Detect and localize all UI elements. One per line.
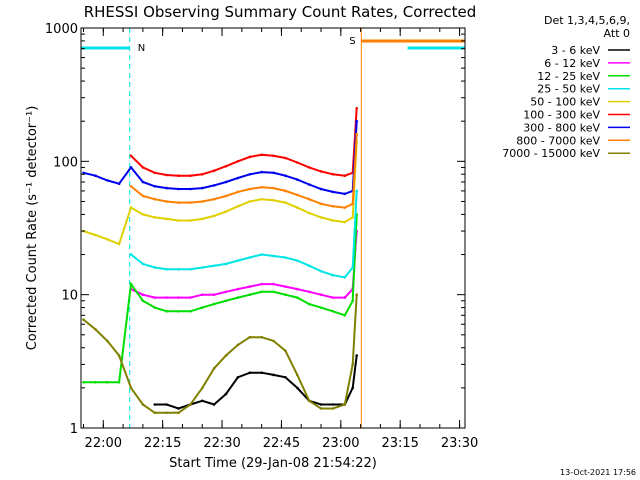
y-tick-label: 10 [61,289,78,304]
legend-label: 100 - 300 keV [523,109,600,122]
series-2 [82,213,359,384]
series-layer [82,107,359,415]
series-6 [82,119,359,196]
saa-interval: S [349,28,466,428]
legend-label: 7000 - 15000 keV [502,147,600,160]
x-tick-label: 22:30 [203,436,240,451]
x-tick-label: 23:15 [381,436,418,451]
night-intervals: N [81,28,466,428]
generated-timestamp: 13-Oct-2021 17:56 [560,468,636,477]
legend-label: 3 - 6 keV [551,44,600,57]
series-5 [129,107,359,177]
series-line [130,231,358,299]
series-line [83,214,358,384]
y-tick-label: 1000 [45,22,78,37]
legend-label: 25 - 50 keV [537,83,600,96]
chart-title: RHESSI Observing Summary Count Rates, Co… [84,3,477,21]
legend-header-attenuator: Att 0 [604,27,630,40]
series-line [130,108,358,177]
x-tick-label: 22:15 [144,436,181,451]
legend-label: 12 - 25 keV [537,70,600,83]
night-flag-label: N [138,43,145,54]
y-tick-label: 100 [53,155,78,170]
y-axis-label: Corrected Count Rate (s⁻¹ detector⁻¹) [25,106,40,351]
series-line [82,294,358,414]
x-tick-label: 23:30 [441,436,478,451]
plot-frame [80,27,466,429]
x-axis-ticks: 22:00 22:15 22:30 22:45 23:00 23:15 23:30 [82,28,478,451]
series-4 [82,140,359,246]
x-axis-label: Start Time (29-Jan-08 21:54:22) [169,456,377,471]
x-tick-label: 22:45 [263,436,300,451]
legend-label: 300 - 800 keV [523,121,600,134]
series-line [83,141,358,246]
x-tick-label: 23:00 [322,436,359,451]
series-0 [153,354,359,410]
series-line [83,121,358,195]
saa-flag-label: S [349,36,355,47]
y-axis-ticks: 1 10 100 1000 [45,22,465,437]
series-3 [129,189,359,279]
series-7 [129,132,359,209]
legend-label: 800 - 7000 keV [516,134,600,147]
series-8 [82,293,359,415]
legend-label: 6 - 12 keV [544,57,600,70]
y-tick-label: 1 [70,422,78,437]
series-line [154,355,358,410]
legend-label: 50 - 100 keV [530,96,600,109]
series-line [130,190,358,279]
series-1 [129,229,359,299]
series-line [130,134,358,209]
x-tick-label: 22:00 [85,436,122,451]
legend-header-detectors: Det 1,3,4,5,6,9, [544,14,630,27]
